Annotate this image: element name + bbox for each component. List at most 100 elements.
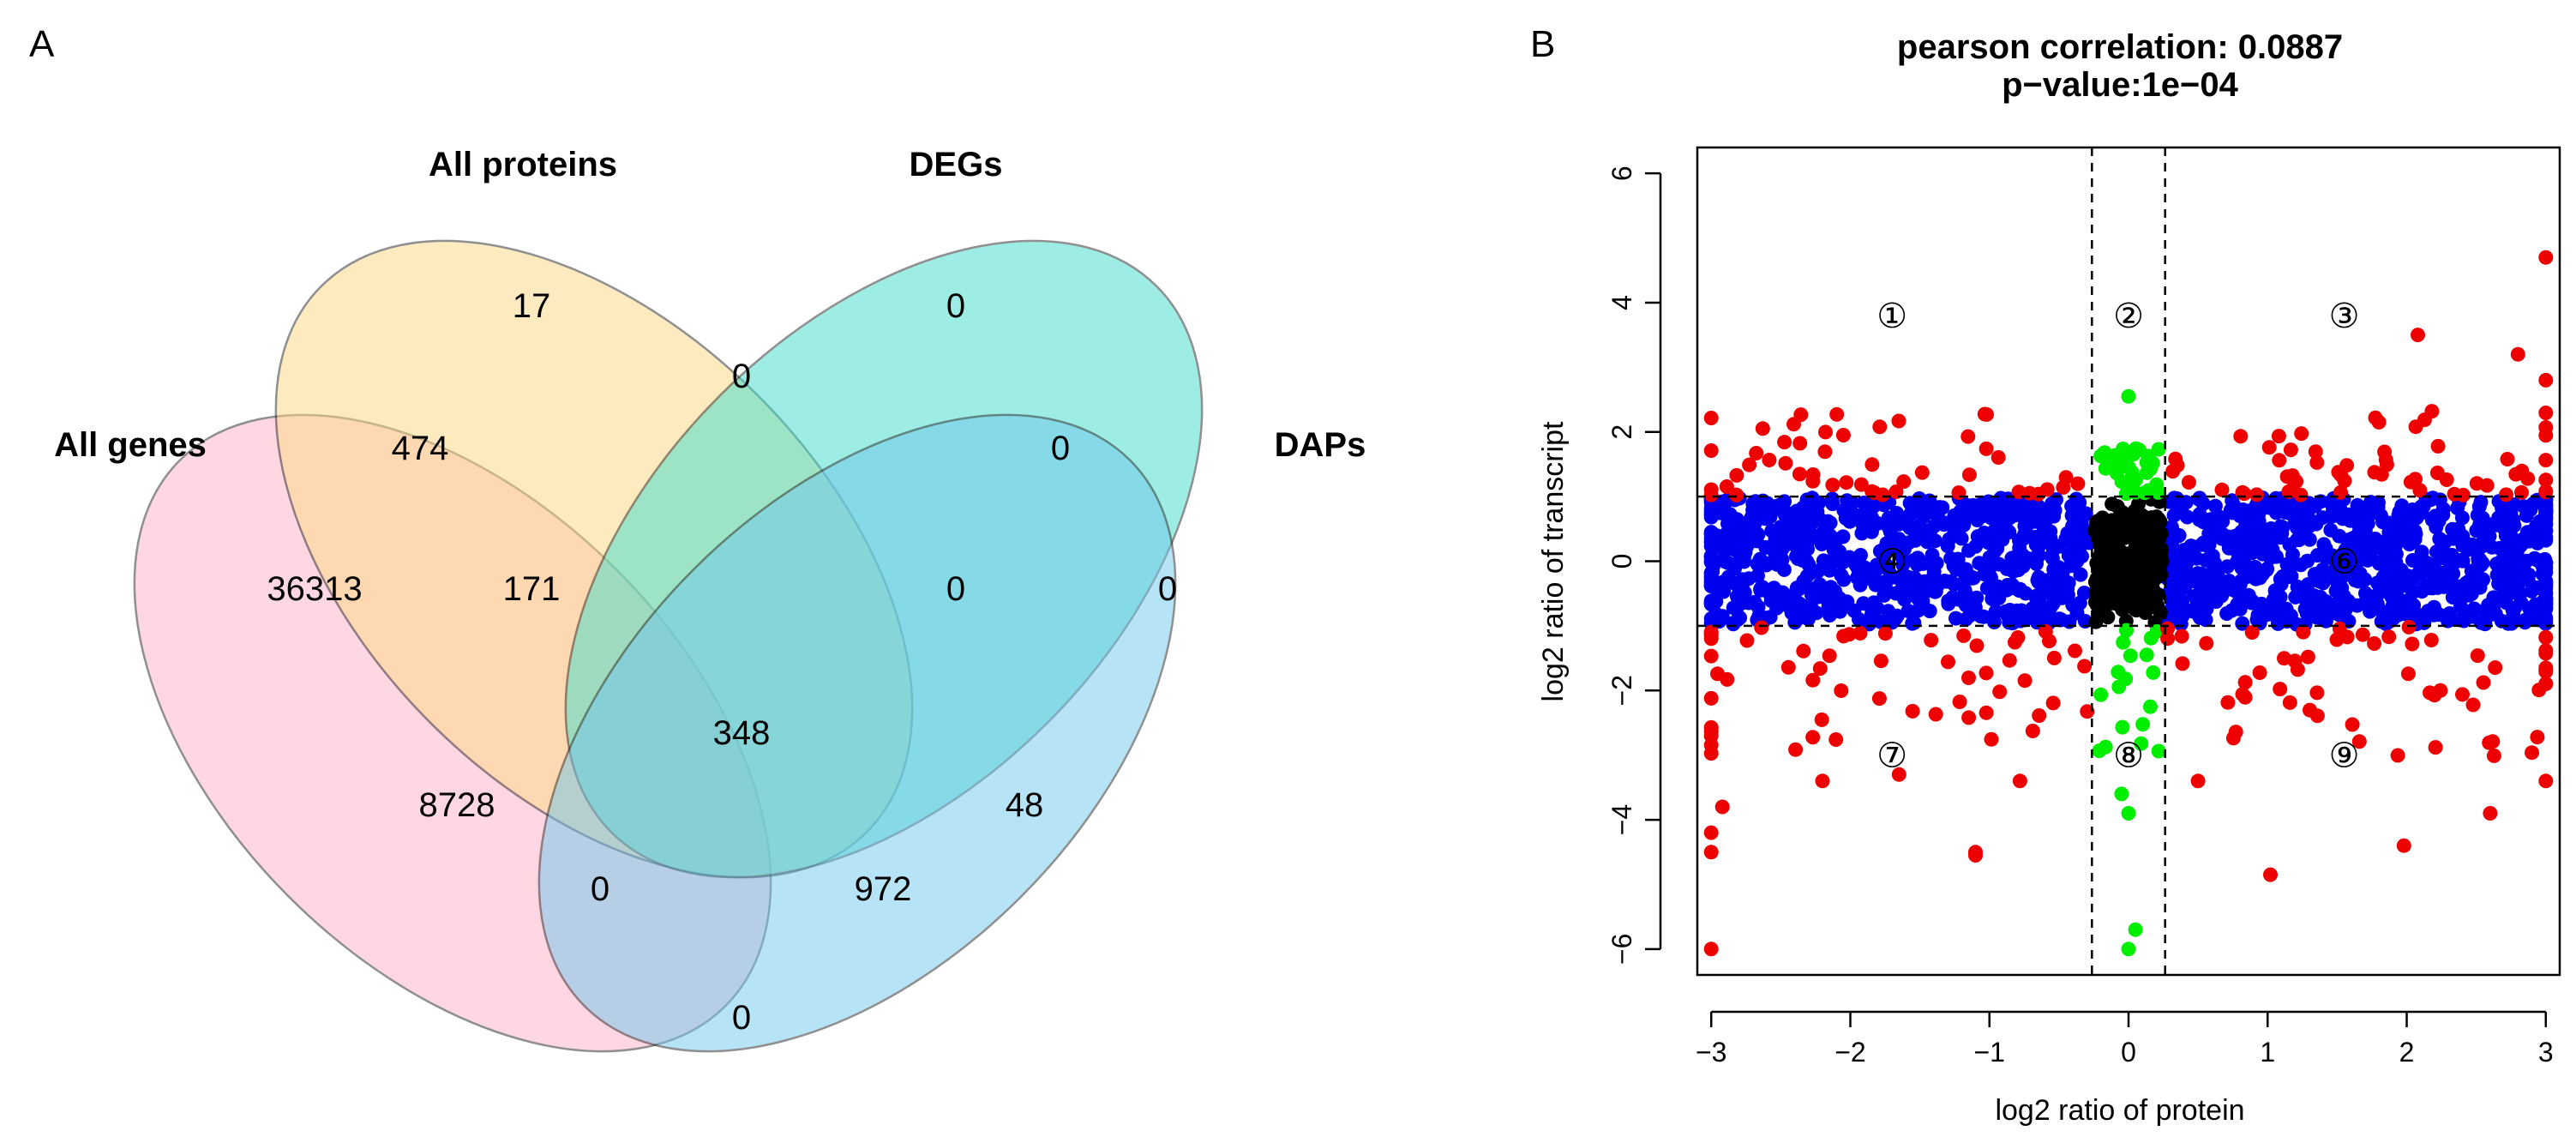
data-point (1777, 435, 1792, 450)
data-point (2322, 495, 2338, 510)
data-point (1828, 732, 1844, 747)
data-point (1937, 574, 1952, 588)
data-point (2065, 519, 2080, 534)
data-point (2299, 606, 2315, 622)
data-point (2173, 617, 2189, 632)
data-point (2263, 867, 2278, 882)
data-point (1873, 653, 1888, 669)
data-point (1788, 742, 1804, 757)
data-point (1888, 586, 1904, 601)
data-point (2446, 566, 2461, 581)
data-point (2341, 507, 2357, 522)
data-point (2069, 605, 2085, 621)
data-point (1703, 411, 1719, 425)
data-point (2139, 647, 2154, 663)
data-point (1810, 586, 1825, 601)
data-point (2520, 500, 2536, 515)
data-point (2054, 612, 2069, 628)
data-point (2501, 616, 2516, 631)
data-point (2115, 719, 2130, 735)
data-point (2293, 487, 2309, 502)
data-point (2308, 444, 2323, 460)
data-point (1812, 661, 1828, 677)
data-point (2070, 476, 2086, 491)
y-tick-label: 4 (1606, 295, 1637, 310)
venn-count: 8728 (419, 786, 495, 824)
data-point (2268, 505, 2284, 520)
data-point (2430, 438, 2446, 454)
data-point (2092, 743, 2107, 759)
data-point (2025, 724, 2040, 738)
data-point (1888, 484, 1904, 499)
data-point (2290, 579, 2305, 594)
data-point (1990, 514, 2005, 530)
data-point (2481, 602, 2496, 617)
data-point (2124, 465, 2140, 480)
data-point (2279, 601, 2294, 617)
data-point (1729, 520, 1744, 534)
data-point (2116, 635, 2131, 650)
data-point (1763, 593, 1779, 608)
data-point (1817, 444, 1833, 460)
data-point (2147, 539, 2162, 555)
data-point (2249, 487, 2264, 502)
data-point (2193, 575, 2208, 590)
data-point (2538, 555, 2554, 570)
data-point (1914, 465, 1930, 480)
x-tick-label: 0 (2121, 1037, 2136, 1068)
data-point (1813, 512, 1828, 527)
data-point (1750, 498, 1766, 514)
data-point (2520, 572, 2536, 587)
data-point (2232, 595, 2248, 611)
data-point (1991, 591, 2007, 605)
data-point (2153, 562, 2168, 577)
data-point (1780, 524, 1796, 539)
data-point (1735, 572, 1750, 587)
data-point (1912, 520, 1927, 536)
data-point (1871, 691, 1887, 707)
data-point (2488, 660, 2503, 676)
data-point (1705, 559, 1720, 575)
data-point (1836, 629, 1852, 644)
data-point (1703, 487, 1719, 502)
data-point (2427, 688, 2442, 703)
data-point (1979, 406, 1994, 422)
data-point (2538, 773, 2554, 789)
venn-count: 36313 (267, 570, 362, 608)
data-point (2089, 598, 2105, 613)
data-point (1861, 612, 1876, 628)
data-point (2174, 629, 2189, 644)
data-point (2524, 583, 2539, 599)
data-point (1979, 581, 1995, 596)
venn-ellipses (133, 239, 1204, 1053)
data-point (1870, 515, 1885, 531)
data-point (1730, 589, 1744, 605)
data-point (2327, 597, 2342, 612)
venn-count: 171 (503, 570, 561, 608)
data-point (2056, 479, 2071, 495)
data-point (1839, 551, 1854, 567)
data-point (2192, 490, 2207, 506)
data-point (2430, 580, 2445, 595)
venn-count: 0 (1051, 430, 1070, 467)
data-point (2390, 748, 2405, 763)
data-point (2409, 607, 2424, 623)
region-label: ② (2113, 298, 2144, 335)
data-point (2476, 675, 2491, 690)
data-point (1937, 517, 1952, 532)
data-point (2371, 414, 2387, 430)
data-point (1968, 848, 1983, 863)
data-point (2111, 665, 2126, 680)
data-point (2371, 556, 2387, 571)
data-point (2073, 567, 2088, 582)
data-point (2045, 695, 2061, 711)
data-point (2143, 461, 2159, 477)
data-point (1730, 612, 1745, 628)
data-point (1810, 563, 1826, 579)
chart-title: pearson correlation: 0.0887 (1897, 28, 2343, 66)
data-point (2192, 610, 2207, 625)
data-point (2412, 483, 2428, 498)
data-point (2538, 428, 2554, 443)
scatter-points (1703, 250, 2554, 957)
data-point (2538, 676, 2554, 691)
